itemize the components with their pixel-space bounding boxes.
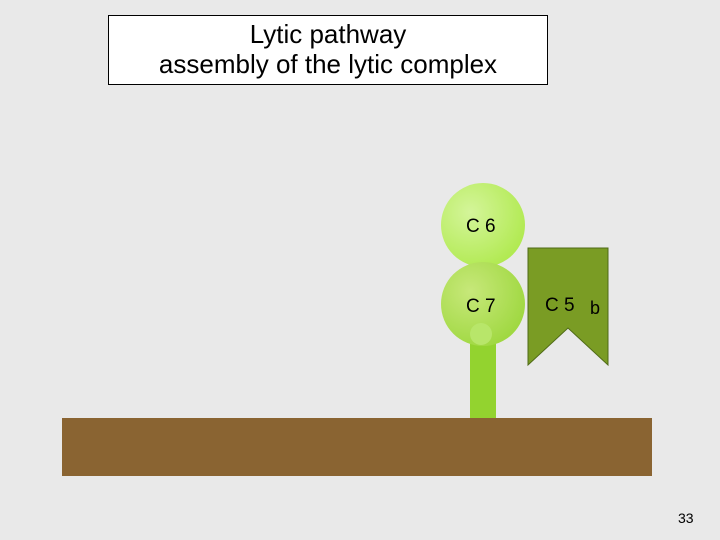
c5-label: C 5 bbox=[545, 295, 575, 317]
page-number: 33 bbox=[678, 510, 694, 526]
membrane-bar bbox=[62, 418, 652, 476]
c7-label: C 7 bbox=[466, 296, 496, 318]
c6-label: C 6 bbox=[466, 216, 496, 238]
c5b-b-label: b bbox=[590, 298, 600, 319]
slide: Lytic pathway assembly of the lytic comp… bbox=[0, 0, 720, 540]
c7-small-circle bbox=[470, 323, 492, 345]
